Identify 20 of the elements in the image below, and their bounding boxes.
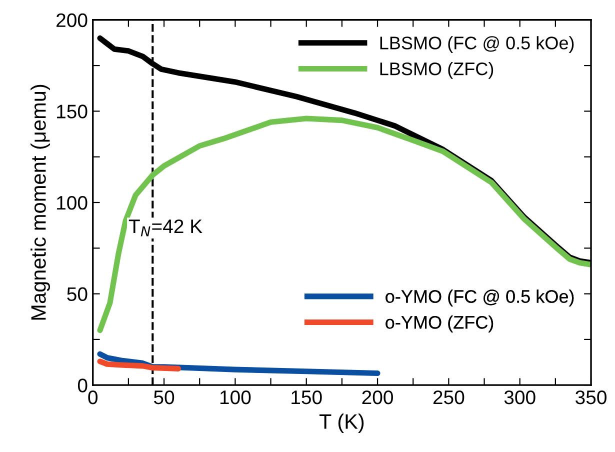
x-tick-label: 250 [433,390,464,404]
x-tick-label: 50 [154,390,174,404]
x-tick-label: 200 [362,390,393,404]
legend-label: LBSMO (FC @ 0.5 kOe) [380,36,574,53]
y-tick-label: 100 [57,196,88,210]
legend-label: o-YMO (FC @ 0.5 kOe) [386,290,574,306]
ref-line-label: T$_{N}$=42 K [128,219,202,236]
x-tick-label: 100 [220,390,251,404]
x-axis-title: T (K) [319,414,364,434]
x-tick-label: 150 [292,390,322,404]
y-tick-label: 150 [57,104,88,118]
x-tick-label: 0 [88,390,98,404]
y-tick-label: 0 [78,378,88,392]
y-axis-title: Magnetic moment (μemu) [30,84,50,320]
legend-label: LBSMO (ZFC) [380,62,494,79]
y-tick-label: 200 [56,13,88,28]
y-tick-label: 50 [67,287,88,302]
x-tick-label: 300 [504,390,536,404]
legend-label: o-YMO (ZFC) [386,316,494,332]
x-tick-label: 350 [576,390,606,404]
